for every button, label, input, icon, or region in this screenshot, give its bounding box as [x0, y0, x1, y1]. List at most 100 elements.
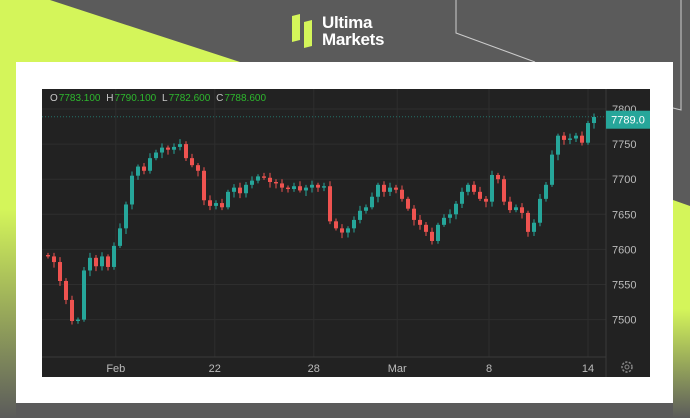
candle-body	[352, 219, 356, 229]
candle-body	[526, 212, 530, 232]
candle-body	[418, 219, 422, 225]
candle	[184, 141, 188, 161]
candle	[58, 257, 62, 286]
candle	[238, 182, 242, 199]
candle-body	[532, 222, 536, 232]
candle	[364, 204, 368, 214]
candle	[130, 171, 134, 210]
y-tick-label: 7500	[612, 315, 636, 327]
candle	[292, 182, 296, 192]
candle	[514, 204, 518, 213]
candle-body	[112, 245, 116, 267]
candle	[436, 222, 440, 244]
open-label: O	[50, 93, 58, 104]
candle-body	[358, 210, 362, 220]
candle	[562, 132, 566, 145]
candle	[478, 186, 482, 201]
candle-body	[334, 221, 338, 229]
candle-body	[154, 152, 158, 159]
candle	[370, 192, 374, 210]
candle-body	[106, 256, 110, 267]
candle	[526, 210, 530, 237]
candle-body	[256, 176, 260, 181]
settings-gear-icon[interactable]	[621, 361, 633, 373]
candle	[556, 133, 560, 161]
candle-body	[292, 186, 296, 190]
candle	[334, 218, 338, 231]
candle	[106, 254, 110, 271]
candle-body	[214, 203, 218, 206]
candle-body	[64, 280, 68, 300]
candle-body	[82, 270, 86, 320]
candle-body	[286, 187, 290, 190]
candle-body	[166, 147, 170, 150]
y-tick-label: 7700	[612, 174, 636, 186]
candle-body	[310, 184, 314, 188]
candle-body	[46, 255, 50, 257]
y-tick-label: 7600	[612, 244, 636, 256]
y-tick-label: 7750	[612, 139, 636, 151]
candle-body	[244, 184, 248, 194]
candle	[196, 163, 200, 177]
candle-body	[118, 228, 122, 246]
candle	[190, 153, 194, 168]
candle-body	[502, 179, 506, 202]
candle-body	[556, 135, 560, 155]
candle-body	[160, 147, 164, 153]
candle-body	[178, 144, 182, 147]
candle-body	[100, 256, 104, 267]
candle-body	[496, 174, 500, 180]
candle	[418, 215, 422, 230]
candle-body	[478, 191, 482, 199]
candle-body	[274, 182, 278, 184]
candle	[256, 174, 260, 184]
candle-body	[364, 207, 368, 211]
candle	[400, 185, 404, 202]
candle-body	[226, 191, 230, 208]
high-value: 7790.100	[114, 93, 157, 104]
candle-body	[238, 187, 242, 194]
candle	[160, 143, 164, 159]
candle-body	[268, 177, 272, 183]
candle	[178, 139, 182, 151]
candle	[226, 189, 230, 210]
candle-body	[196, 165, 200, 171]
candle	[496, 172, 500, 184]
candle-body	[124, 204, 128, 229]
open-value: 7783.100	[58, 93, 101, 104]
candle-body	[430, 231, 434, 241]
candle	[310, 180, 314, 193]
candle-body	[568, 138, 572, 140]
candle	[214, 200, 218, 210]
high-label: H	[106, 93, 114, 104]
candle	[580, 131, 584, 146]
close-value: 7788.600	[224, 93, 267, 104]
candle-body	[436, 224, 440, 241]
candle	[352, 216, 356, 233]
candle-body	[280, 183, 284, 188]
candle-body	[592, 117, 596, 124]
candle-body	[574, 135, 578, 139]
candle	[574, 132, 578, 142]
candle	[586, 120, 590, 145]
candlestick-chart[interactable]: 7800 7750 7700 7650 7600 7550 7500 Feb 22 28 Mar 8…	[42, 89, 650, 377]
candle	[346, 226, 350, 238]
candle	[148, 153, 152, 174]
candle	[64, 278, 68, 305]
candle-body	[520, 207, 524, 213]
y-tick-label: 7550	[612, 280, 636, 292]
candle-body	[340, 228, 344, 233]
candle-body	[448, 214, 452, 218]
candle	[550, 150, 554, 187]
y-tick-label: 7650	[612, 209, 636, 221]
candle	[502, 175, 506, 206]
candle	[424, 222, 428, 237]
candle	[118, 223, 122, 248]
candle	[70, 295, 74, 325]
candle	[328, 181, 332, 225]
candle-body	[508, 201, 512, 211]
candle-body	[148, 158, 152, 171]
candle	[232, 184, 236, 198]
candle	[136, 164, 140, 180]
